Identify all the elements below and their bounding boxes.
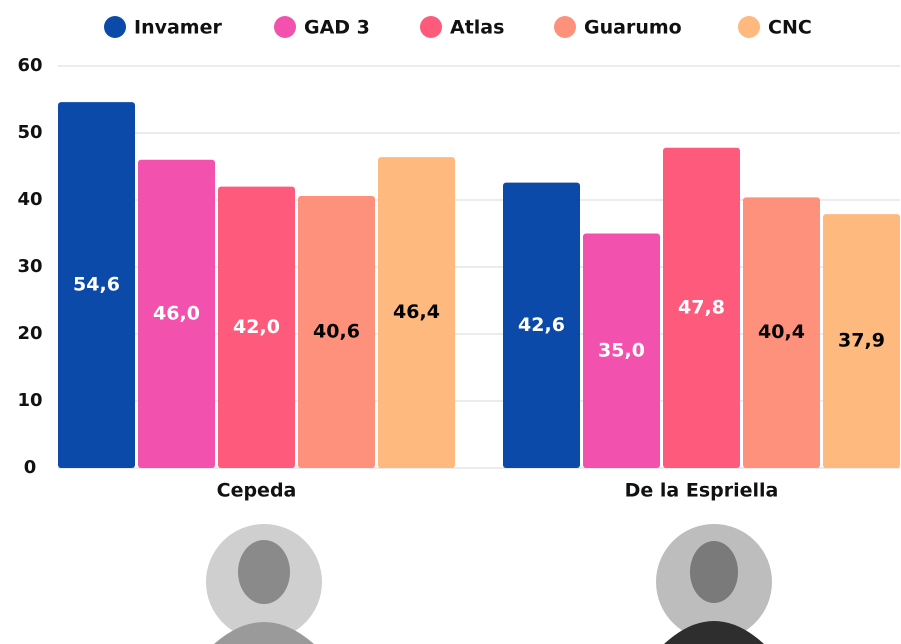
y-tick-label: 30 xyxy=(17,256,42,277)
legend-label: Guarumo xyxy=(584,17,682,39)
legend-marker xyxy=(738,16,760,38)
value-label: 35,0 xyxy=(598,339,645,361)
y-tick-label: 40 xyxy=(17,189,42,210)
bar xyxy=(298,195,375,469)
legend-label: CNC xyxy=(768,17,812,39)
value-label: 46,0 xyxy=(153,302,200,324)
photo-cepeda xyxy=(206,524,322,644)
bar xyxy=(138,159,215,469)
bar xyxy=(823,214,900,468)
bar xyxy=(58,102,135,469)
x-tick-label: Cepeda xyxy=(217,480,297,502)
legend-label: Invamer xyxy=(134,17,222,39)
legend-marker xyxy=(420,16,442,38)
value-label: 47,8 xyxy=(678,296,725,318)
photo-espriella xyxy=(656,524,772,644)
bar xyxy=(503,182,580,468)
x-tick-label: De la Espriella xyxy=(625,480,779,502)
bar xyxy=(378,157,455,468)
y-tick-label: 20 xyxy=(17,323,42,344)
value-label: 54,6 xyxy=(73,274,120,296)
value-label: 42,6 xyxy=(518,314,565,336)
y-tick-label: 10 xyxy=(17,390,42,411)
legend-label: Atlas xyxy=(450,17,504,39)
bar xyxy=(218,186,295,468)
y-tick-label: 50 xyxy=(17,122,42,143)
value-label: 46,4 xyxy=(393,301,440,323)
legend-marker xyxy=(104,16,126,38)
legend-marker xyxy=(554,16,576,38)
bar xyxy=(583,233,660,468)
value-label: 40,6 xyxy=(313,320,360,342)
bar xyxy=(663,147,740,469)
legend-label: GAD 3 xyxy=(304,17,370,39)
legend-marker xyxy=(274,16,296,38)
value-label: 37,9 xyxy=(838,330,885,352)
y-tick-label: 0 xyxy=(24,457,37,478)
y-tick-label: 60 xyxy=(17,55,42,76)
bar xyxy=(743,197,820,468)
value-label: 40,4 xyxy=(758,321,805,343)
value-label: 42,0 xyxy=(233,316,280,338)
